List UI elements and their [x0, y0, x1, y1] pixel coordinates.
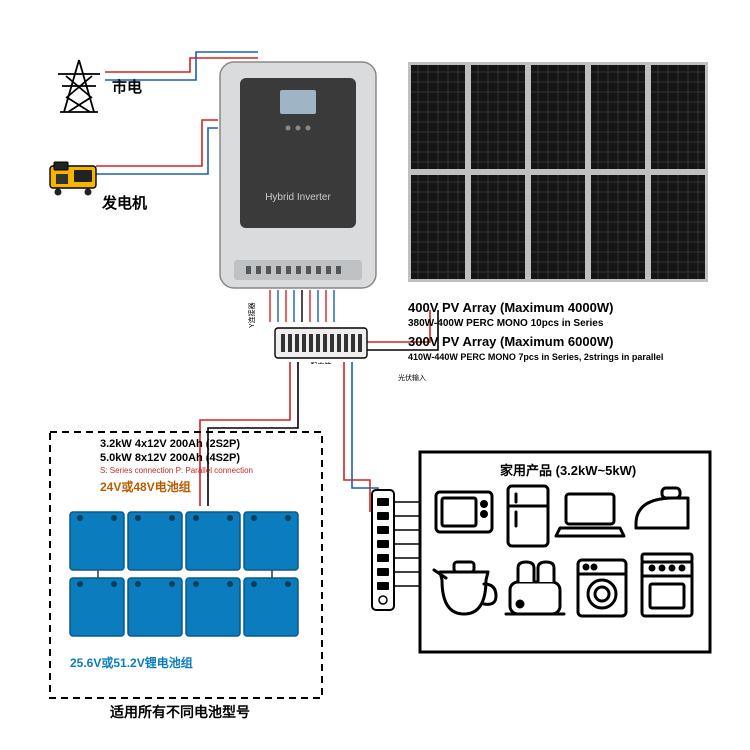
home-title: 家用产品 (3.2kW~5kW)	[500, 460, 636, 479]
pv-line2: 380W-400W PERC MONO 10pcs in Series	[408, 318, 603, 329]
battery-title2: 5.0kW 8x12V 200Ah (4S2P)	[100, 452, 240, 464]
inverter-text: Hybrid Inverter	[265, 192, 331, 203]
svg-text:光伏输入: 光伏输入	[398, 373, 426, 382]
pv-line4: 410W-440W PERC MONO 7pcs in Series, 2str…	[408, 352, 663, 362]
battery-alt: 25.6V或51.2V锂电池组	[70, 654, 193, 671]
pv-line1: 400V PV Array (Maximum 4000W)	[408, 300, 613, 315]
battery-footer: 适用所有不同电池型号	[110, 702, 250, 722]
svg-text:配电箱: 配电箱	[311, 361, 332, 364]
generator-icon	[48, 160, 98, 196]
generator-label: 发电机	[102, 192, 147, 213]
appliances-icons	[430, 484, 700, 644]
fridge-icon	[508, 486, 548, 546]
combiner-box-icon: 配电箱	[273, 326, 369, 364]
grid-label: 市电	[112, 76, 142, 97]
battery-note: S: Series connection P: Parallel connect…	[100, 466, 253, 475]
power-strip-icon	[368, 488, 398, 614]
battery-subtitle: 24V或48V电池组	[100, 478, 191, 495]
microwave-icon	[436, 492, 492, 532]
iron-icon	[636, 488, 688, 528]
kettle-icon	[434, 562, 496, 614]
solar-array-icon	[408, 62, 708, 282]
inverter-icon: Hybrid Inverter	[218, 60, 378, 292]
washer-icon	[578, 560, 626, 616]
grid-tower-icon	[56, 58, 102, 114]
pv-line3: 300V PV Array (Maximum 6000W)	[408, 334, 613, 349]
toaster-icon	[506, 562, 564, 614]
stove-icon	[642, 554, 692, 616]
battery-title1: 3.2kW 4x12V 200Ah (2S2P)	[100, 438, 240, 450]
svg-text:Y连接器: Y连接器	[247, 302, 256, 328]
diagram-canvas: Y连接器 光伏输入 市电 发电机 Hybrid Inverter	[0, 0, 750, 750]
battery-cells	[66, 506, 306, 646]
laptop-icon	[556, 494, 624, 536]
